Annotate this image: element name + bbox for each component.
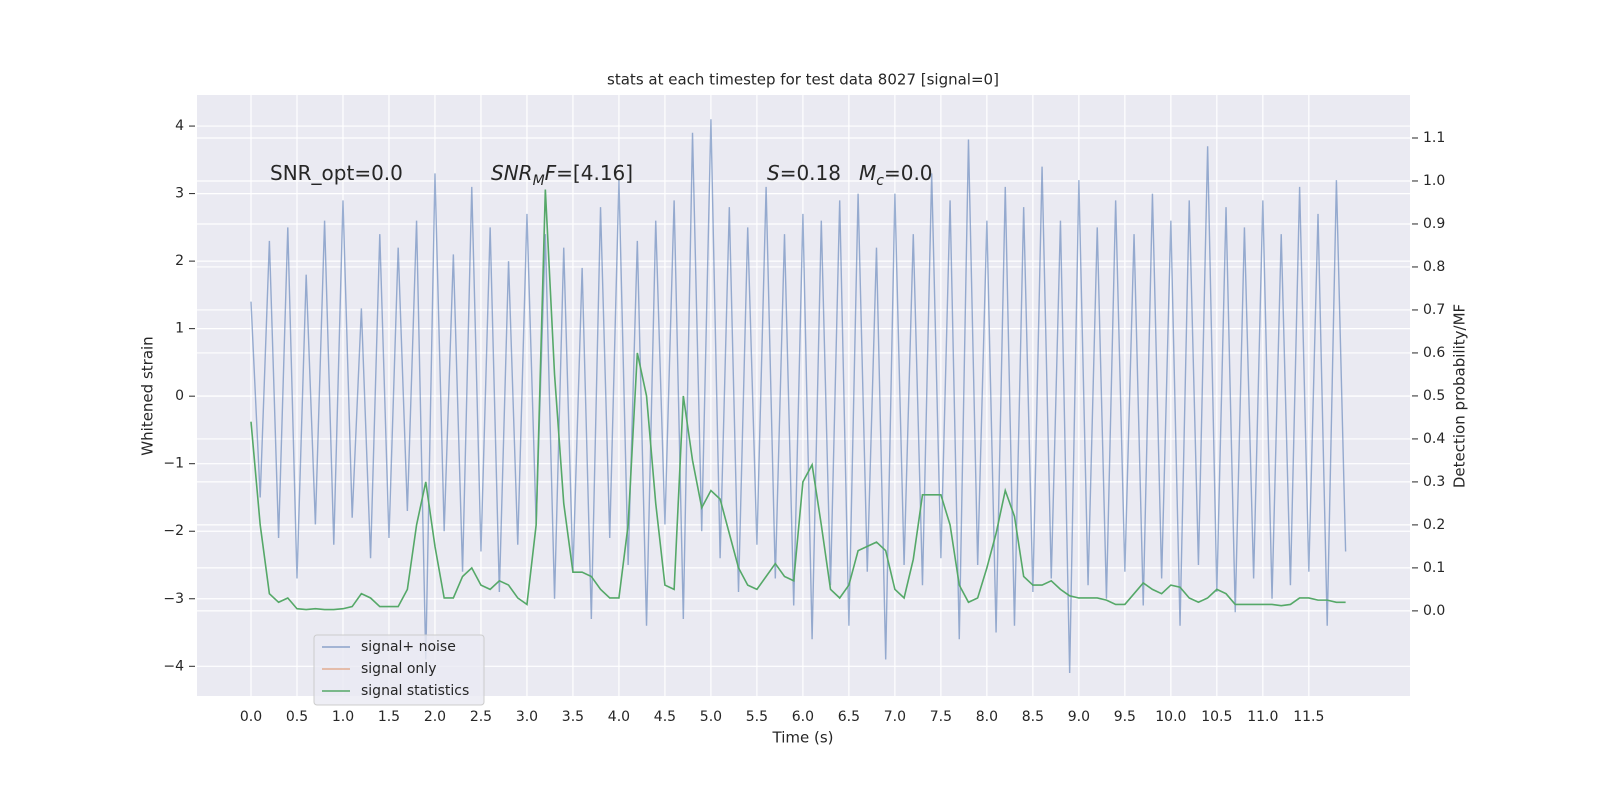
annotation-part: =0.18 [780, 161, 841, 185]
annotation-part: S [767, 161, 780, 185]
y-tick-label: 3 [175, 186, 184, 202]
legend-label: signal only [361, 661, 436, 677]
x-tick-label: 6.5 [838, 709, 860, 725]
annotation: SNR_opt=0.0 [270, 161, 403, 185]
y-tick-label: 1 [175, 321, 184, 337]
y2-tick-label: 0.0 [1423, 603, 1445, 619]
x-tick-label: 1.5 [378, 709, 400, 725]
x-tick-label: 5.5 [746, 709, 768, 725]
x-tick-label: 9.5 [1114, 709, 1136, 725]
series-line [250, 189, 1346, 611]
y2-tick-label: 0.7 [1423, 302, 1445, 318]
annotation-part: =0.0 [884, 161, 933, 185]
y2-tick-label: 0.2 [1423, 517, 1445, 533]
x-tick-label: 10.0 [1155, 709, 1186, 725]
series-line [250, 119, 1347, 674]
y2-tick-label: 1.0 [1423, 173, 1445, 189]
y-tick-label: −4 [163, 658, 184, 674]
y-tick-label: −1 [163, 456, 184, 472]
x-tick-label: 8.0 [976, 709, 998, 725]
annotation-part: SNR [491, 161, 533, 185]
y2-tick-label: 0.8 [1423, 259, 1445, 275]
x-tick-label: 11.5 [1293, 709, 1324, 725]
x-tick-label: 0.0 [240, 709, 262, 725]
x-tick-label: 5.0 [700, 709, 722, 725]
annotation-part: SNR_opt=0.0 [270, 161, 403, 185]
x-tick-label: 4.0 [608, 709, 630, 725]
legend-label: signal statistics [361, 683, 469, 699]
x-tick-label: 10.5 [1201, 709, 1232, 725]
chart-title: stats at each timestep for test data 802… [607, 71, 999, 89]
annotation-part: M [859, 161, 876, 185]
legend-box [313, 634, 485, 706]
annotation-part: c [876, 173, 884, 189]
annotation-part: =[4.16] [556, 161, 633, 185]
annotation: Mc=0.0 [859, 161, 933, 189]
x-tick-label: 2.5 [470, 709, 492, 725]
y2-axis-label: Detection probability/MF [1451, 304, 1469, 488]
x-tick-label: 2.0 [424, 709, 446, 725]
x-tick-label: 7.5 [930, 709, 952, 725]
x-tick-label: 1.0 [332, 709, 354, 725]
x-tick-label: 6.0 [792, 709, 814, 725]
x-tick-label: 7.0 [884, 709, 906, 725]
y2-tick-label: 0.4 [1423, 431, 1445, 447]
x-tick-label: 3.0 [516, 709, 538, 725]
y-tick-label: −3 [163, 591, 184, 607]
y2-tick-label: 0.9 [1423, 216, 1445, 232]
y2-tick-label: 0.6 [1423, 345, 1445, 361]
x-axis-label: Time (s) [772, 729, 834, 747]
y-tick-label: −2 [163, 523, 184, 539]
y-tick-label: 2 [175, 253, 184, 269]
annotation-part: M [533, 173, 545, 189]
x-tick-label: 3.5 [562, 709, 584, 725]
x-tick-label: 0.5 [286, 709, 308, 725]
x-tick-label: 4.5 [654, 709, 676, 725]
y-axis-label: Whitened strain [139, 336, 157, 455]
x-tick-label: 11.0 [1247, 709, 1278, 725]
annotation: S=0.18 [767, 161, 841, 185]
y2-tick-label: 0.1 [1423, 560, 1445, 576]
annotation: SNRMF=[4.16] [491, 161, 633, 189]
y2-tick-label: 0.5 [1423, 388, 1445, 404]
annotation-part: F [545, 161, 557, 185]
legend-label: signal+ noise [361, 639, 456, 655]
y2-tick-label: 0.3 [1423, 474, 1445, 490]
x-tick-label: 8.5 [1022, 709, 1044, 725]
y2-tick-label: 1.1 [1423, 130, 1445, 146]
x-tick-label: 9.0 [1068, 709, 1090, 725]
y-tick-label: 0 [175, 388, 184, 404]
y-tick-label: 4 [175, 118, 184, 134]
